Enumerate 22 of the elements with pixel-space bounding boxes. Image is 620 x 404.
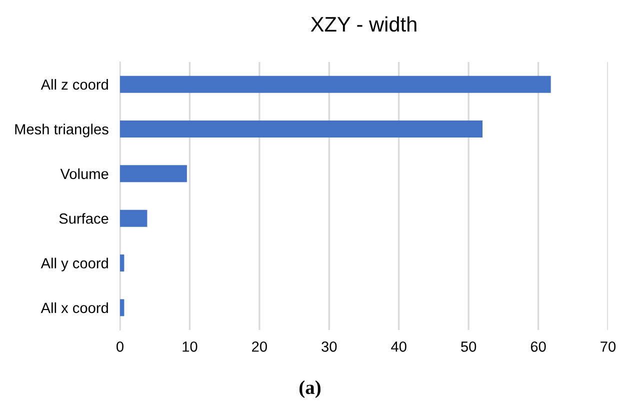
x-tick-label: 10 (182, 341, 198, 352)
y-tick-label: All z coord (40, 79, 108, 90)
x-tick-label: 20 (252, 341, 267, 352)
y-tick-label: Surface (59, 213, 108, 224)
bar (120, 299, 124, 316)
bar (120, 165, 187, 182)
bar (120, 210, 148, 227)
y-tick-label: All x coord (40, 302, 108, 314)
x-tick-label: 60 (530, 341, 546, 352)
x-tick-label: 0 (116, 341, 124, 352)
chart-title: XZY - width (310, 16, 416, 32)
y-tick-label: All y coord (40, 258, 108, 272)
y-tick-label: Volume (60, 168, 108, 180)
x-tick-label: 30 (322, 341, 337, 352)
y-tick-label: Mesh triangles (15, 124, 108, 138)
bar (120, 254, 124, 272)
bar (120, 76, 551, 93)
x-tick-label: 40 (391, 341, 406, 352)
bar (120, 120, 483, 138)
x-tick-label: 50 (461, 341, 476, 352)
x-tick-label: 70 (600, 341, 616, 352)
text: (a) (300, 380, 320, 398)
